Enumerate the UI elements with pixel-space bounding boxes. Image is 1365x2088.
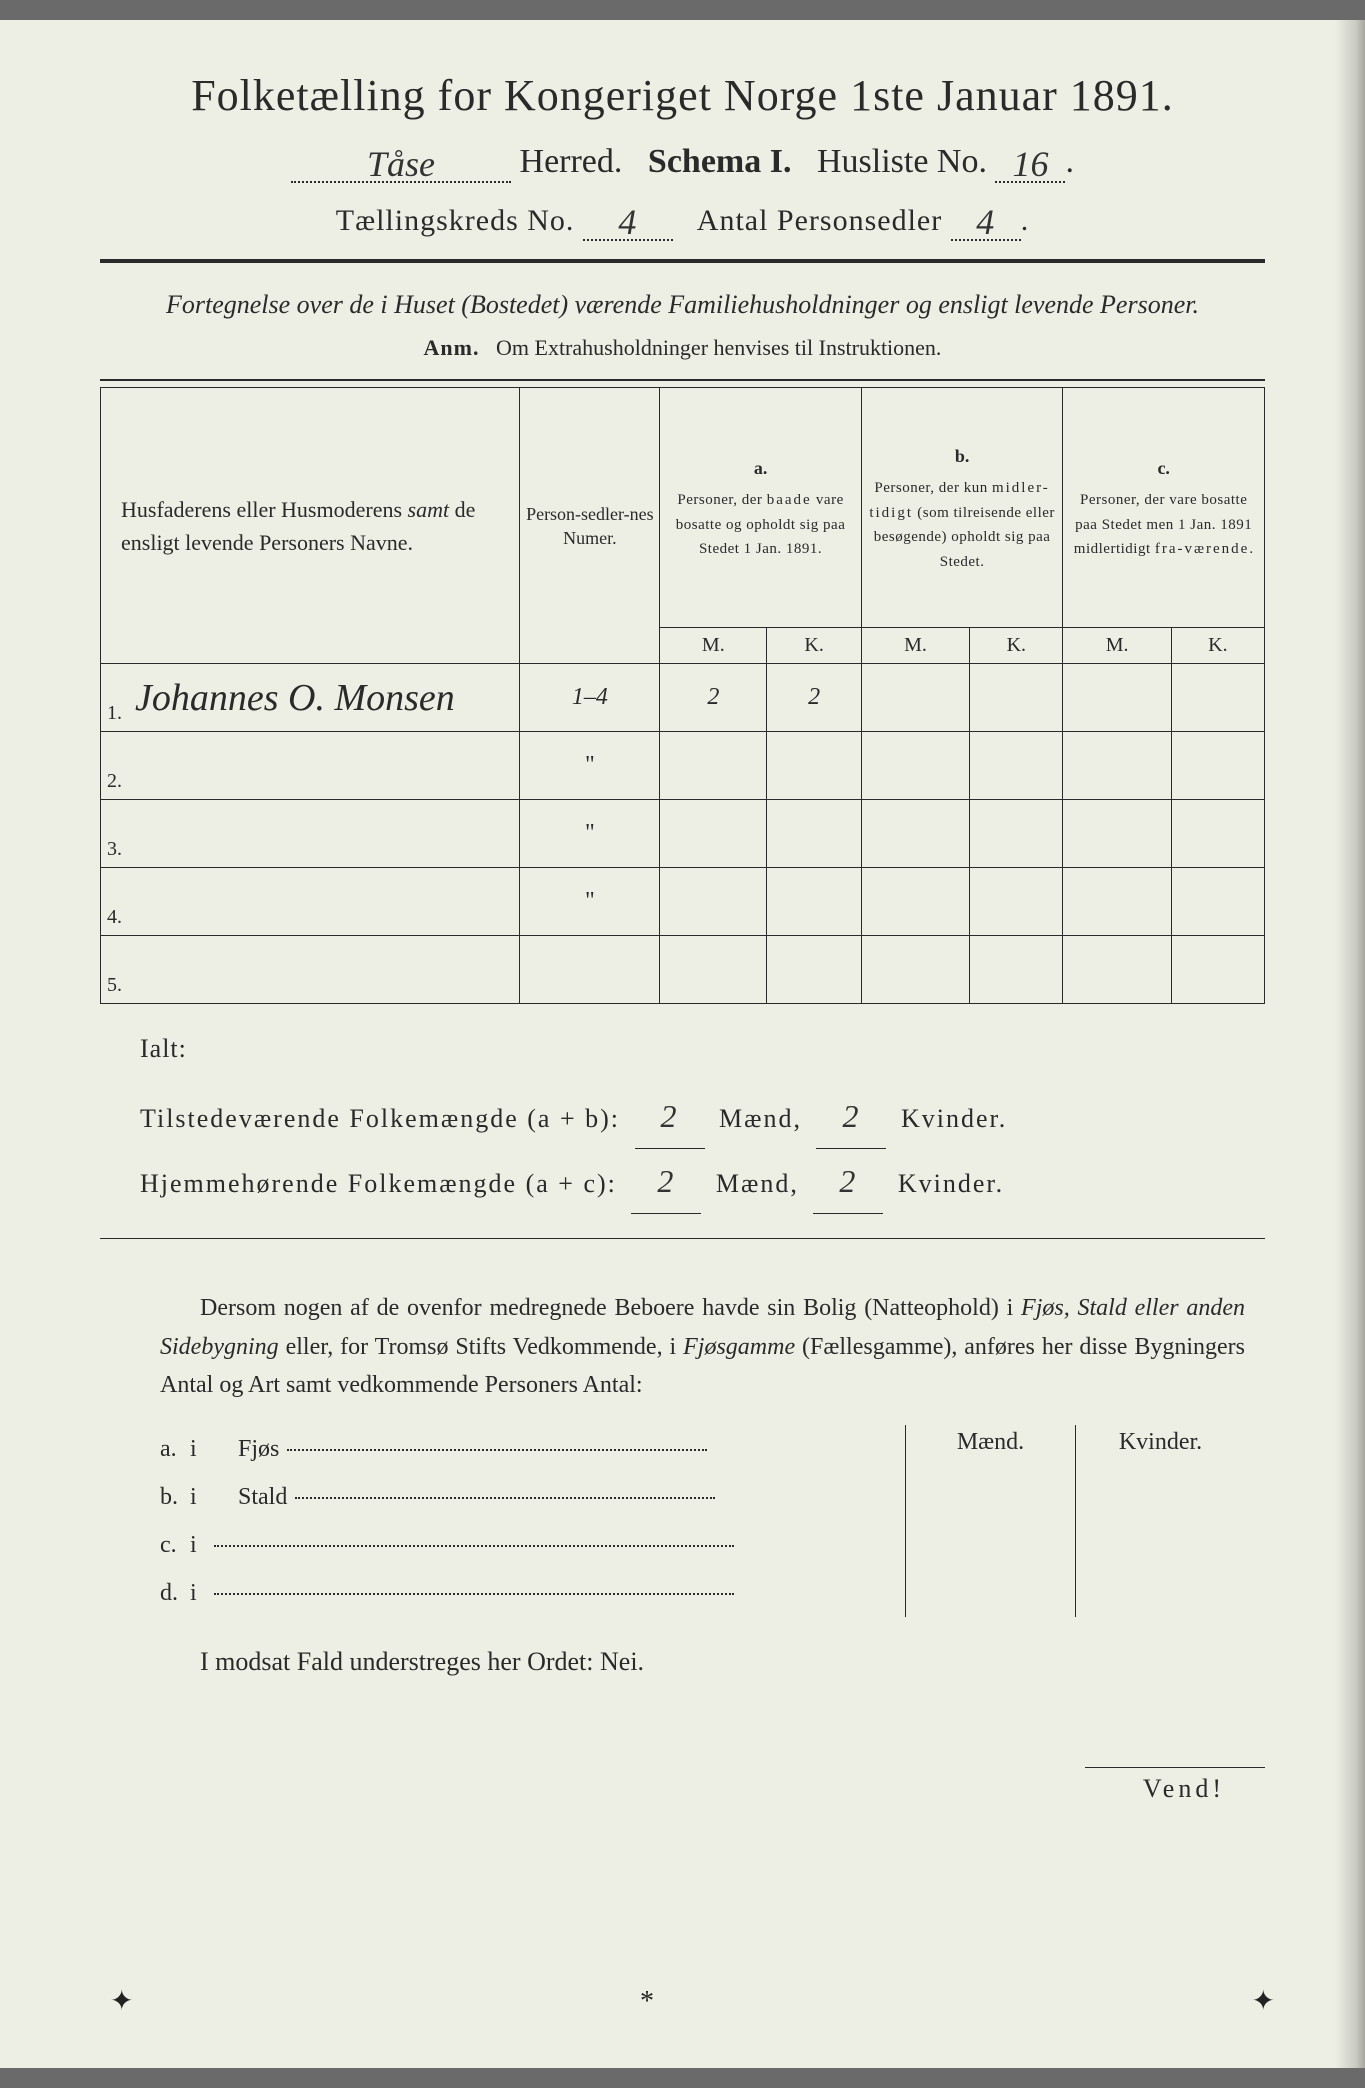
herred-label: Herred. — [520, 143, 623, 180]
schema-label: Schema I. — [648, 143, 792, 180]
building-row: a.i Fjøs — [160, 1425, 905, 1473]
header-line-2: Tællingskreds No. 4 Antal Personsedler 4… — [100, 197, 1265, 241]
document-page: Folketælling for Kongeriget Norge 1ste J… — [0, 20, 1365, 2068]
antal-label: Antal Personsedler — [697, 204, 942, 237]
divider — [100, 259, 1265, 263]
building-row: c.i — [160, 1521, 905, 1569]
col-kvinder: Kvinder. — [1076, 1425, 1245, 1617]
col-maend: Mænd. — [906, 1425, 1076, 1617]
anm-label: Anm. — [424, 335, 480, 360]
printer-mark-icon: ✦ — [110, 1984, 133, 2018]
table-row: 4. " — [101, 868, 1265, 936]
buildings-section: a.i Fjøs b.i Stald c.i d.i Mænd. Kvinder… — [160, 1425, 1245, 1617]
subhead-k: K. — [767, 628, 861, 664]
table-row: 3. " — [101, 800, 1265, 868]
table-row: 1.Johannes O. Monsen 1–4 2 2 — [101, 664, 1265, 732]
table-row: 2. " — [101, 732, 1265, 800]
census-table: Husfaderens eller Husmoderens samt de en… — [100, 387, 1265, 1004]
buildings-counts: Mænd. Kvinder. — [905, 1425, 1245, 1617]
divider — [100, 1238, 1265, 1239]
page-edge-shadow — [1335, 20, 1365, 2068]
herred-field: Tåse — [291, 139, 511, 183]
kreds-field: 4 — [583, 197, 673, 241]
husliste-field: 16 — [995, 139, 1065, 183]
anm-text: Om Extrahusholdninger henvises til Instr… — [496, 335, 941, 360]
col-header-b: b. Personer, der kun midler-tidigt (som … — [861, 388, 1063, 628]
subhead-k: K. — [1171, 628, 1264, 664]
annotation-line: Anm. Om Extrahusholdninger henvises til … — [100, 335, 1265, 361]
building-row: b.i Stald — [160, 1473, 905, 1521]
building-row: d.i — [160, 1569, 905, 1617]
vend-label: Vend! — [1085, 1767, 1265, 1804]
subhead-m: M. — [861, 628, 969, 664]
totals-line-1: Tilstedeværende Folkemængde (a + b): 2 M… — [140, 1084, 1265, 1149]
paragraph-dwelling: Dersom nogen af de ovenfor medregnede Be… — [160, 1289, 1245, 1404]
table-row: 5. — [101, 936, 1265, 1004]
printer-mark-icon: ✦ — [1252, 1984, 1275, 2018]
buildings-list: a.i Fjøs b.i Stald c.i d.i — [160, 1425, 905, 1617]
table-body: 1.Johannes O. Monsen 1–4 2 2 2. " 3. " 4 — [101, 664, 1265, 1004]
printer-mark-icon: * — [640, 1986, 654, 2018]
subhead-m: M. — [660, 628, 767, 664]
description-text: Fortegnelse over de i Huset (Bostedet) v… — [100, 287, 1265, 323]
kreds-label: Tællingskreds No. — [336, 204, 575, 237]
antal-field: 4 — [951, 197, 1021, 241]
subhead-m: M. — [1063, 628, 1171, 664]
nej-line: I modsat Fald understreges her Ordet: Ne… — [200, 1647, 1265, 1677]
page-title: Folketælling for Kongeriget Norge 1ste J… — [100, 70, 1265, 121]
totals-line-2: Hjemmehørende Folkemængde (a + c): 2 Mæn… — [140, 1149, 1265, 1214]
ialt-label: Ialt: — [140, 1034, 1265, 1064]
subhead-k: K. — [970, 628, 1063, 664]
header-line-1: Tåse Herred. Schema I. Husliste No. 16. — [100, 139, 1265, 183]
col-header-number: Person-sedler-nes Numer. — [520, 388, 660, 664]
divider — [100, 379, 1265, 381]
col-header-c: c. Personer, der vare bosatte paa Stedet… — [1063, 388, 1265, 628]
husliste-label: Husliste No. — [817, 143, 987, 180]
totals-block: Tilstedeværende Folkemængde (a + b): 2 M… — [140, 1084, 1265, 1214]
col-header-name: Husfaderens eller Husmoderens samt de en… — [101, 388, 520, 664]
col-header-a: a. Personer, der baade vare bosatte og o… — [660, 388, 862, 628]
